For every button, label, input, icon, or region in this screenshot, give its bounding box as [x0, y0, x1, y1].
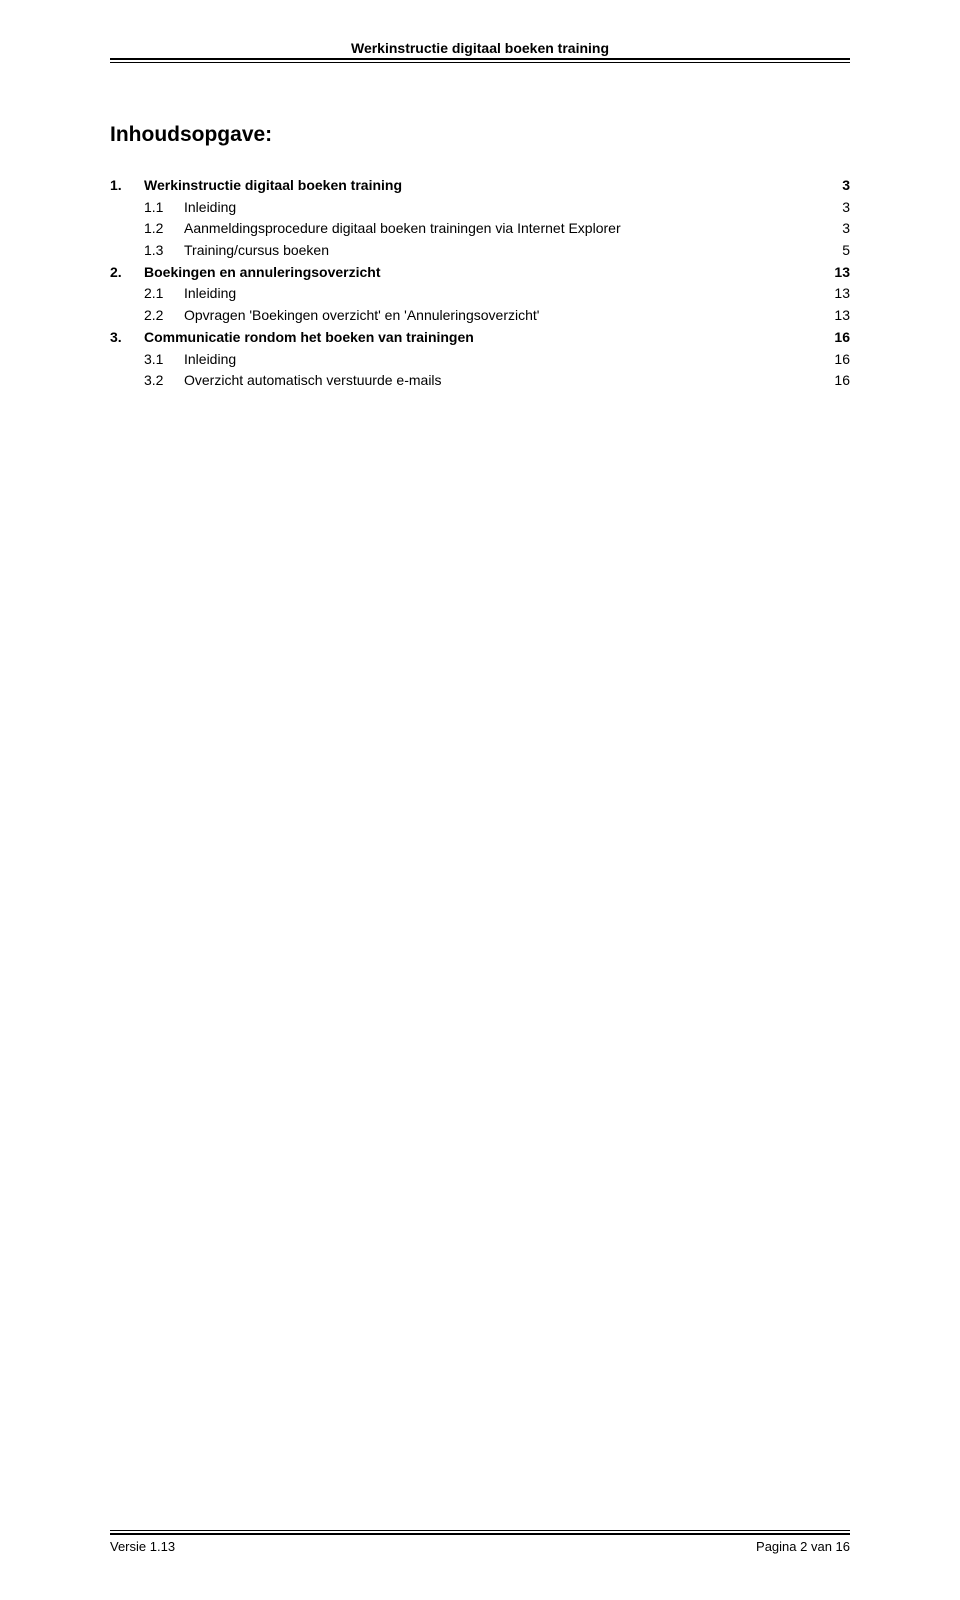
toc-number: 2.1: [144, 283, 184, 305]
toc-entry: 3.1Inleiding 16: [110, 349, 850, 371]
toc-text: Inleiding: [184, 283, 236, 305]
toc-text: Werkinstructie digitaal boeken training: [144, 175, 402, 197]
toc-number: 3.2: [144, 370, 184, 392]
footer-rule-thin: [110, 1530, 850, 1531]
toc-text: Training/cursus boeken: [184, 240, 329, 262]
toc-entry: 1.3Training/cursus boeken 5: [110, 240, 850, 262]
page-header: Werkinstructie digitaal boeken training: [110, 40, 850, 63]
toc-number: 3.1: [144, 349, 184, 371]
footer-page-number: Pagina 2 van 16: [756, 1539, 850, 1554]
toc-text: Inleiding: [184, 349, 236, 371]
toc-text: Aanmeldingsprocedure digitaal boeken tra…: [184, 218, 621, 240]
toc-entry: 1.1Inleiding 3: [110, 197, 850, 219]
toc-entry: 1.Werkinstructie digitaal boeken trainin…: [110, 175, 850, 197]
toc-text: Boekingen en annuleringsoverzicht: [144, 262, 381, 284]
toc-number: 1.2: [144, 218, 184, 240]
toc-number: 3.: [110, 327, 144, 349]
toc-text: Communicatie rondom het boeken van train…: [144, 327, 474, 349]
toc-number: 1.: [110, 175, 144, 197]
toc-entry: 2.Boekingen en annuleringsoverzicht 13: [110, 262, 850, 284]
page-footer: Versie 1.13 Pagina 2 van 16: [110, 1530, 850, 1554]
toc-page-number: 16: [832, 327, 850, 349]
toc-page-number: 13: [832, 262, 850, 284]
toc-entry: 3.2Overzicht automatisch verstuurde e-ma…: [110, 370, 850, 392]
toc-page-number: 3: [840, 197, 850, 219]
toc-text: Inleiding: [184, 197, 236, 219]
toc-text: Overzicht automatisch verstuurde e-mails: [184, 370, 442, 392]
toc-entry: 1.2Aanmeldingsprocedure digitaal boeken …: [110, 218, 850, 240]
toc-page-number: 13: [832, 283, 850, 305]
toc-number: 1.3: [144, 240, 184, 262]
toc-entry: 2.1Inleiding 13: [110, 283, 850, 305]
header-rule-thin: [110, 62, 850, 63]
toc-text: Opvragen 'Boekingen overzicht' en 'Annul…: [184, 305, 539, 327]
footer-rule-thick: [110, 1533, 850, 1535]
header-title: Werkinstructie digitaal boeken training: [110, 40, 850, 56]
toc-entry: 3.Communicatie rondom het boeken van tra…: [110, 327, 850, 349]
toc-number: 1.1: [144, 197, 184, 219]
footer-row: Versie 1.13 Pagina 2 van 16: [110, 1539, 850, 1554]
content-area: Inhoudsopgave: 1.Werkinstructie digitaal…: [110, 123, 850, 392]
toc-number: 2.2: [144, 305, 184, 327]
toc-page-number: 16: [832, 370, 850, 392]
toc-page-number: 13: [832, 305, 850, 327]
header-rule-thick: [110, 58, 850, 60]
footer-version: Versie 1.13: [110, 1539, 175, 1554]
toc-page-number: 16: [832, 349, 850, 371]
page: Werkinstructie digitaal boeken training …: [0, 0, 960, 1600]
toc-number: 2.: [110, 262, 144, 284]
table-of-contents: 1.Werkinstructie digitaal boeken trainin…: [110, 175, 850, 392]
toc-page-number: 3: [840, 218, 850, 240]
toc-page-number: 3: [840, 175, 850, 197]
toc-page-number: 5: [840, 240, 850, 262]
document-title: Inhoudsopgave:: [110, 123, 850, 147]
toc-entry: 2.2Opvragen 'Boekingen overzicht' en 'An…: [110, 305, 850, 327]
